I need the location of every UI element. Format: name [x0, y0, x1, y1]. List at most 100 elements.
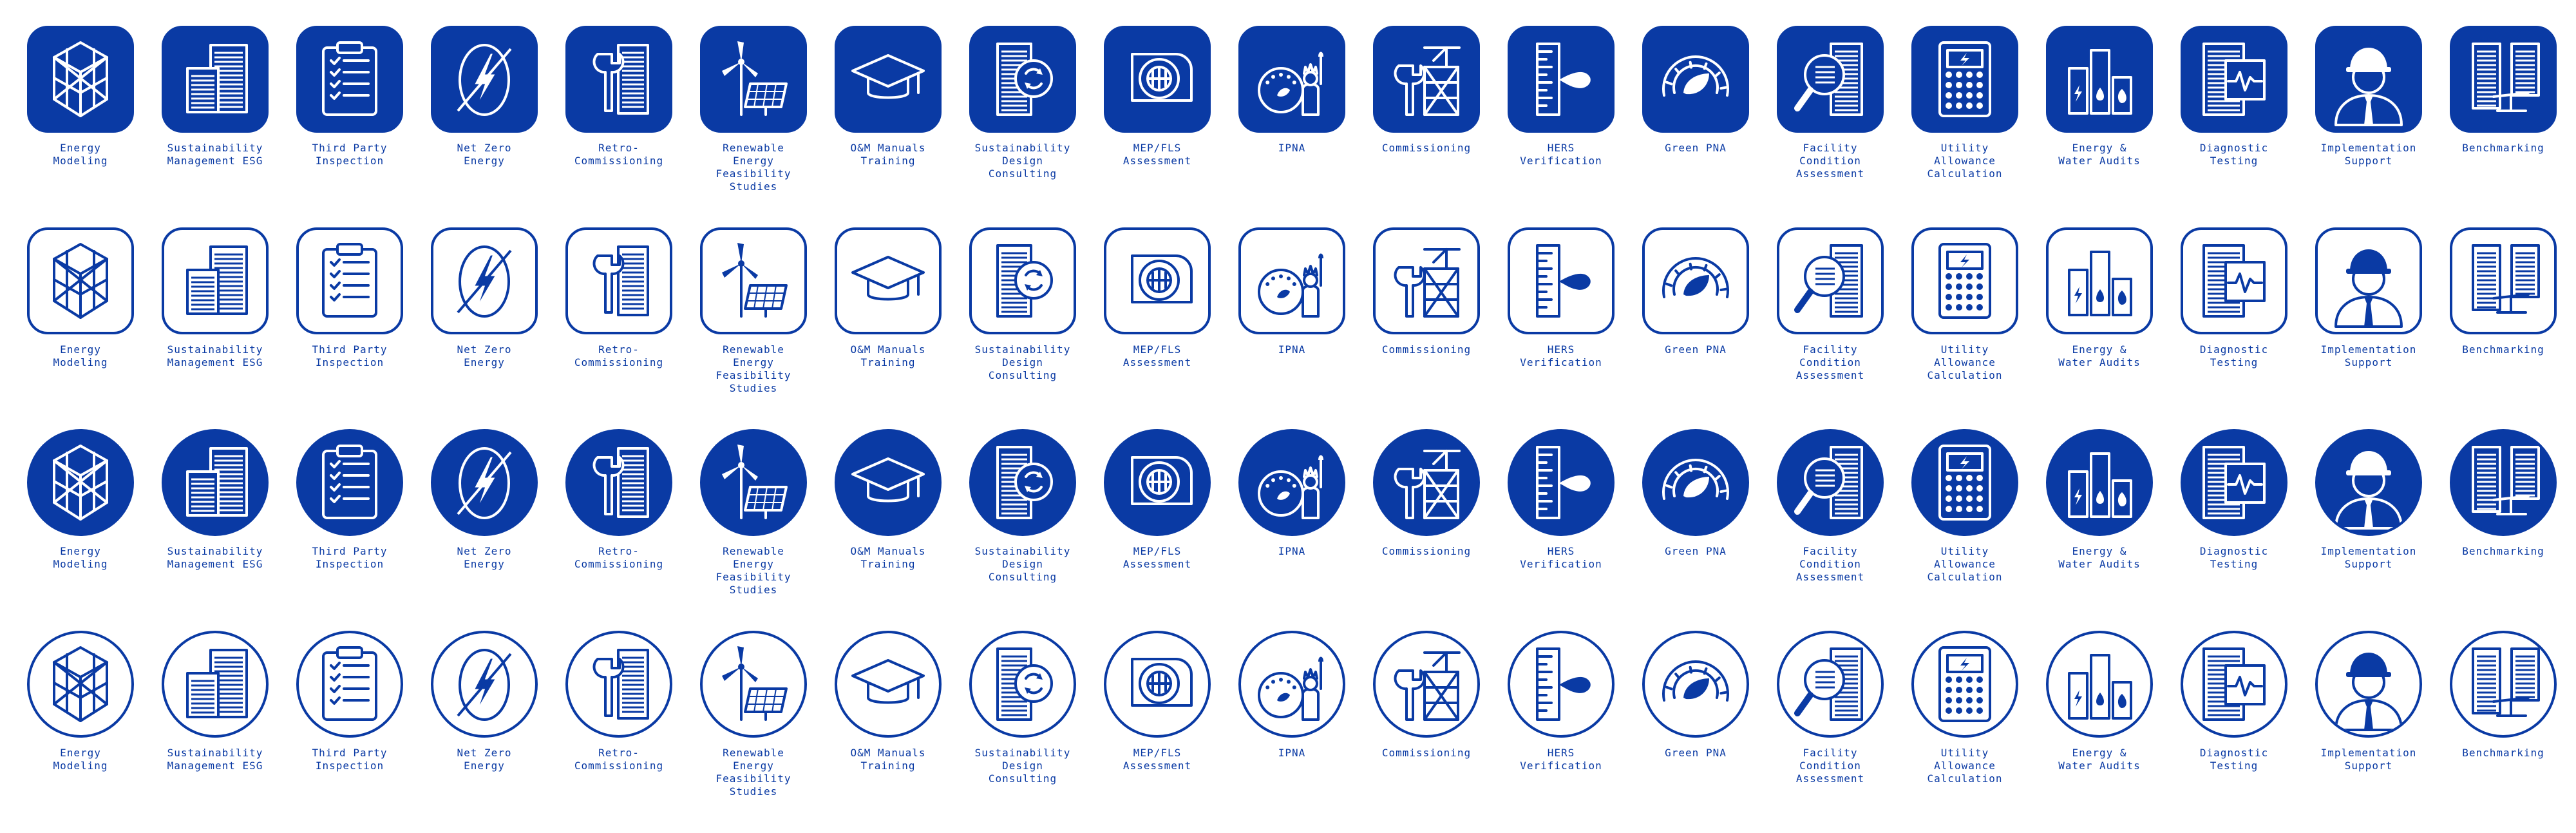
icon-caption-line: Third Party: [312, 545, 388, 557]
icon-tile-net-zero-energy: Net Zero Energy: [430, 26, 564, 219]
icon-caption-line: Verification: [1520, 155, 1602, 167]
icon-caption-line: Calculation: [1927, 772, 2003, 785]
icon-caption: Third Party Inspection: [285, 343, 415, 369]
icon-caption-line: IPNA: [1278, 142, 1306, 154]
document-pulse-icon: [2181, 429, 2287, 536]
icon-caption: Sustainability Design Consulting: [958, 747, 1088, 785]
icon-caption-line: Net Zero: [457, 545, 512, 557]
icon-tile-implementation-support: Implementation Support: [2314, 631, 2448, 824]
icon-caption-line: Assessment: [1795, 571, 1865, 583]
icon-tile-hers-verification: HERS Verification: [1506, 227, 1640, 421]
magnifier-building-icon: [1777, 26, 1884, 133]
wrench-building-icon: [565, 631, 672, 738]
energy-water-bars-icon: [2046, 26, 2153, 133]
icon-caption: Utility Allowance Calculation: [1900, 747, 2030, 785]
icon-caption-line: Modeling: [53, 760, 108, 772]
icon-caption-line: Third Party: [312, 747, 388, 759]
icon-caption: Retro- Commissioning: [554, 747, 684, 772]
gauge-statue-of-liberty-icon: [1238, 227, 1345, 334]
icon-caption-line: Green PNA: [1665, 142, 1727, 154]
icon-caption: HERS Verification: [1496, 545, 1626, 571]
icon-tile-diagnostic-testing: Diagnostic Testing: [2179, 429, 2313, 622]
calculator-icon: [1911, 429, 2018, 536]
wrench-scaffold-icon: [1373, 26, 1480, 133]
calculator-icon: [1911, 26, 2018, 133]
icon-tile-energy-modeling: Energy Modeling: [26, 227, 160, 421]
icon-tile-implementation-support: Implementation Support: [2314, 429, 2448, 622]
icon-caption-line: Implementation: [2320, 747, 2417, 759]
icon-caption-line: Energy: [464, 356, 505, 369]
icon-caption: MEP/FLS Assessment: [1092, 142, 1222, 168]
icon-caption-line: Energy: [464, 558, 505, 570]
icon-tile-hers-verification: HERS Verification: [1506, 631, 1640, 824]
icon-tile-commissioning: Commissioning: [1372, 429, 1506, 622]
icon-caption-line: Inspection: [315, 155, 384, 167]
icon-caption-line: Diagnostic: [2199, 343, 2269, 356]
icon-tile-energy-water-audits: Energy & Water Audits: [2045, 631, 2179, 824]
icon-caption: MEP/FLS Assessment: [1092, 545, 1222, 571]
icon-caption: Third Party Inspection: [285, 142, 415, 168]
icon-row-filled-rounded-square: Energy Modeling Sustainability Management …: [0, 26, 2576, 219]
icon-caption-line: Feasibility: [715, 168, 791, 180]
icon-caption: Commissioning: [1361, 545, 1492, 558]
graduation-cap-icon: [835, 26, 942, 133]
icon-caption-line: O&M Manuals: [850, 343, 926, 356]
icon-row-outline-rounded-square: Energy Modeling Sustainability Management …: [0, 227, 2576, 421]
icon-caption-line: Commissioning: [1381, 545, 1472, 557]
icon-caption: Energy Modeling: [15, 343, 146, 369]
icon-caption-line: Facility: [1803, 142, 1858, 154]
icon-tile-third-party-inspection: Third Party Inspection: [295, 227, 429, 421]
icon-tile-implementation-support: Implementation Support: [2314, 26, 2448, 219]
icon-caption-line: Retro-: [598, 142, 639, 154]
wrench-building-icon: [565, 429, 672, 536]
gauge-statue-of-liberty-icon: [1238, 631, 1345, 738]
icon-caption-line: Diagnostic: [2199, 747, 2269, 759]
icon-caption-line: Studies: [729, 584, 778, 596]
icon-caption-line: Sustainability: [167, 142, 263, 154]
icon-caption-line: Sustainability: [974, 545, 1071, 557]
icon-caption-line: Sustainability: [974, 747, 1071, 759]
icon-tile-retro-commissioning: Retro- Commissioning: [564, 227, 698, 421]
icon-caption: Implementation Support: [2304, 545, 2434, 571]
icon-caption-line: Commissioning: [574, 356, 664, 369]
icon-caption: Diagnostic Testing: [2169, 142, 2299, 168]
icon-caption-line: Energy: [733, 760, 774, 772]
icon-caption-line: Consulting: [988, 772, 1057, 785]
fan-coil-unit-icon: [1104, 26, 1211, 133]
icon-tile-om-manuals-training: O&M Manuals Training: [833, 227, 967, 421]
icon-caption: Facility Condition Assessment: [1765, 545, 1895, 584]
icon-caption-line: MEP/FLS: [1133, 142, 1182, 154]
icon-caption: Diagnostic Testing: [2169, 343, 2299, 369]
icon-caption: Renewable Energy Feasibility Studies: [688, 545, 819, 597]
icon-caption-line: Energy &: [2072, 747, 2127, 759]
icon-caption-line: Training: [860, 356, 916, 369]
document-recycle-icon: [969, 227, 1076, 334]
icon-caption-line: Feasibility: [715, 369, 791, 381]
icon-caption-line: Design: [1002, 760, 1043, 772]
icon-caption-line: Sustainability: [167, 747, 263, 759]
icon-caption-line: Renewable: [723, 545, 784, 557]
icon-caption-line: Facility: [1803, 545, 1858, 557]
icon-caption-line: Calculation: [1927, 369, 2003, 381]
icon-caption-line: Allowance: [1934, 558, 1996, 570]
icon-caption: Green PNA: [1631, 545, 1761, 558]
icon-caption-line: Energy: [733, 558, 774, 570]
wrench-scaffold-icon: [1373, 429, 1480, 536]
icon-caption-line: Testing: [2210, 155, 2259, 167]
icon-caption-line: Energy &: [2072, 343, 2127, 356]
icon-tile-third-party-inspection: Third Party Inspection: [295, 429, 429, 622]
energy-water-bars-icon: [2046, 227, 2153, 334]
icon-caption-line: Assessment: [1122, 356, 1192, 369]
fan-coil-unit-icon: [1104, 227, 1211, 334]
hexagon-3d-structure-icon: [27, 26, 134, 133]
icon-caption-line: Modeling: [53, 356, 108, 369]
clipboard-checklist-icon: [296, 631, 403, 738]
icon-caption-line: Training: [860, 760, 916, 772]
icon-caption-line: Green PNA: [1665, 343, 1727, 356]
icon-caption: HERS Verification: [1496, 747, 1626, 772]
icon-caption: Green PNA: [1631, 142, 1761, 155]
hexagon-3d-structure-icon: [27, 429, 134, 536]
icon-caption-line: Renewable: [723, 747, 784, 759]
icon-caption-line: Verification: [1520, 558, 1602, 570]
icon-caption-line: Modeling: [53, 155, 108, 167]
